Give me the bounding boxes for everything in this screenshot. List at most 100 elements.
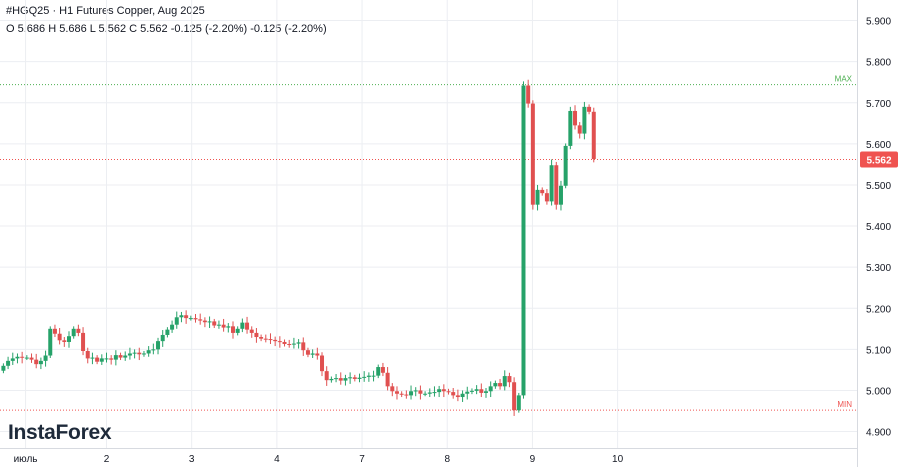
candle (549, 159, 554, 206)
candle (324, 366, 329, 386)
candle (423, 391, 428, 397)
candle-body (469, 390, 474, 392)
candle-body (113, 355, 118, 360)
candle-body (179, 315, 184, 318)
candle (212, 318, 217, 328)
candle-body (34, 359, 39, 365)
y-tick-label: 5.500 (866, 181, 891, 192)
candle-body (193, 318, 198, 320)
x-tick-label: 7 (359, 454, 365, 465)
candle (338, 372, 343, 385)
candle (137, 347, 142, 361)
candle-body (441, 389, 446, 392)
candle-body (432, 392, 437, 394)
candle-body (52, 328, 57, 334)
candle (165, 327, 170, 338)
candle-body (245, 322, 250, 330)
candle (249, 326, 254, 338)
candle (6, 356, 11, 370)
candle (43, 350, 48, 367)
candle-body (446, 391, 451, 393)
candle (530, 100, 535, 210)
candle (38, 357, 43, 370)
candle-body (540, 189, 545, 194)
candle (399, 391, 404, 398)
min-label: MIN (837, 400, 852, 409)
candle (95, 355, 100, 365)
candle-body (530, 103, 535, 205)
candle (432, 386, 437, 397)
candle-body (334, 378, 339, 380)
candle (409, 385, 414, 400)
candle (380, 362, 385, 377)
x-tick-label: 3 (189, 454, 195, 465)
candle-body (399, 393, 404, 395)
candle (591, 107, 596, 163)
candle (10, 352, 15, 365)
candle-body (263, 338, 268, 340)
candle-body (582, 106, 587, 134)
candle (170, 320, 175, 333)
x-tick-label: июль (14, 454, 38, 465)
candle (558, 180, 563, 211)
candle-body (554, 165, 559, 205)
candle (451, 387, 456, 399)
ohlc-readout: O 5.686 H 5.686 L 5.562 C 5.562 -0.125 (… (6, 23, 327, 35)
candle (141, 351, 146, 357)
candle (48, 326, 53, 358)
candle-body (71, 328, 76, 337)
candle-body (338, 378, 343, 381)
candle (268, 333, 273, 345)
candle-body (296, 342, 301, 344)
candle-body (451, 392, 456, 396)
candle (334, 374, 339, 383)
candle (1, 363, 6, 374)
candle-body (76, 328, 81, 333)
candle-body (357, 377, 362, 379)
candle-body (474, 389, 479, 391)
candle-body (127, 353, 132, 356)
last-price-tag (860, 151, 898, 168)
candle-body (62, 340, 67, 342)
symbol-title: #HGQ25 · H1 Futures Copper, Aug 2025 (6, 5, 205, 17)
candle (184, 310, 189, 324)
candle (156, 337, 161, 355)
candle (465, 386, 470, 400)
candle (90, 352, 95, 365)
brand-logo: InstaForex (8, 421, 112, 444)
candle-body (394, 391, 399, 394)
candle-body (460, 393, 465, 398)
candle (437, 385, 442, 398)
candle-body (587, 106, 592, 112)
candle-body (310, 353, 315, 355)
x-tick-label: 10 (612, 454, 624, 465)
candle (310, 349, 315, 358)
candle (479, 383, 484, 398)
x-tick-label: 2 (104, 454, 110, 465)
candle-body (38, 360, 43, 365)
candle (446, 388, 451, 395)
candle (179, 311, 184, 323)
candle (226, 323, 231, 333)
candle (516, 392, 521, 413)
candle (305, 347, 310, 358)
candle-body (184, 315, 189, 319)
candle-body (282, 341, 287, 345)
candle-body (95, 357, 100, 362)
candle (521, 81, 526, 399)
candle-body (291, 343, 296, 345)
candle (352, 374, 357, 382)
candle (488, 381, 493, 398)
candle (540, 187, 545, 196)
level-lines: MAX MIN (0, 75, 857, 411)
candle-body (43, 355, 48, 361)
candle (81, 327, 86, 356)
candle-body (170, 324, 175, 330)
candle-body (320, 355, 325, 372)
candle-body (502, 376, 507, 387)
candle-body (216, 324, 221, 326)
y-tick-label: 5.200 (866, 304, 891, 315)
candle-body (188, 318, 193, 320)
candle-body (301, 342, 306, 351)
